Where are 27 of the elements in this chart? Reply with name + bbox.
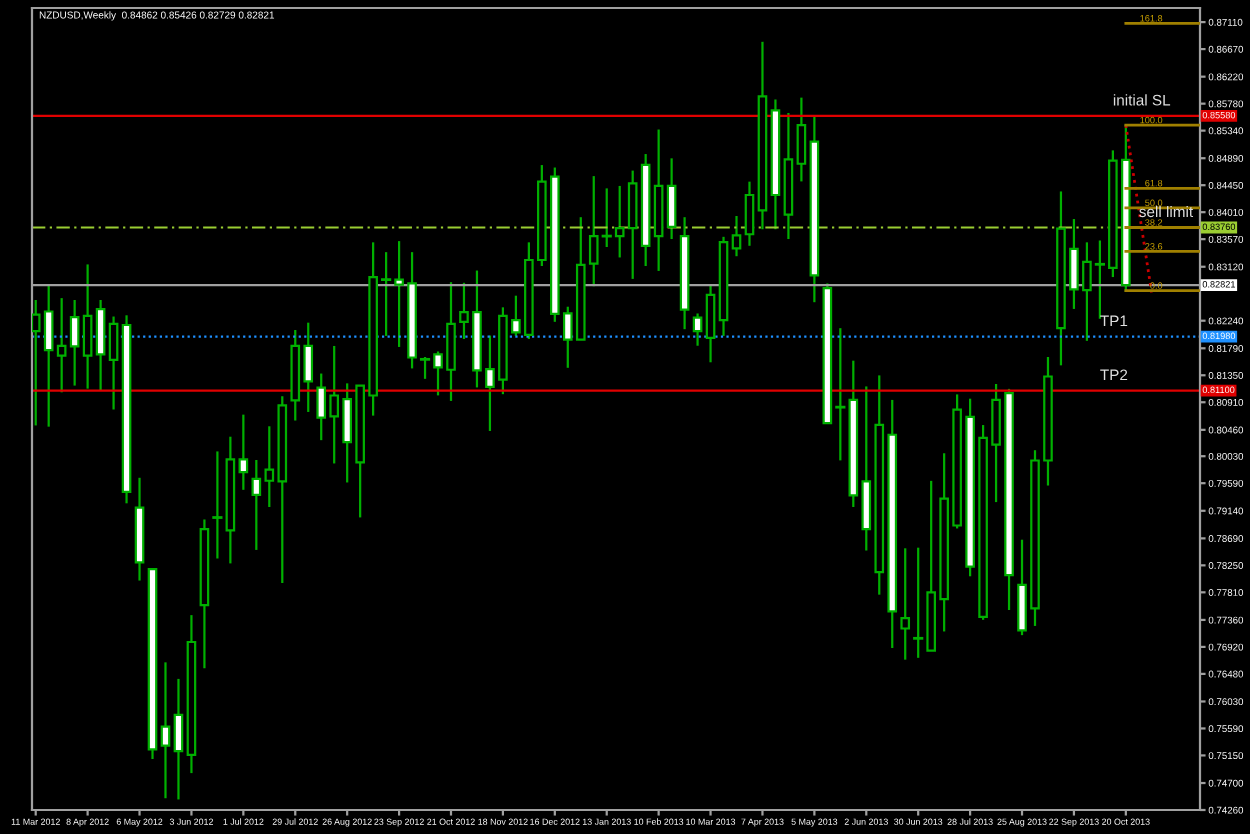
candlestick	[147, 567, 158, 759]
candlestick	[731, 215, 742, 257]
candlestick	[69, 299, 80, 386]
candlestick	[718, 236, 729, 336]
candlestick	[108, 316, 119, 410]
candlestick	[744, 181, 755, 246]
candlestick	[238, 414, 249, 490]
candlestick	[705, 284, 716, 363]
candlestick	[679, 217, 690, 330]
candlestick	[134, 477, 145, 581]
candlestick	[653, 129, 664, 271]
candlestick	[160, 662, 171, 799]
candlestick	[692, 313, 703, 346]
candlestick	[212, 451, 223, 559]
candlestick	[95, 299, 106, 391]
candlestick	[796, 97, 807, 182]
candlestick	[82, 264, 93, 389]
candlestick	[783, 112, 794, 240]
candlestick	[809, 116, 820, 303]
candlestick	[225, 436, 236, 564]
candlestick	[757, 41, 768, 230]
candlestick	[121, 315, 132, 504]
candlestick	[199, 519, 210, 669]
candlestick	[173, 678, 184, 800]
candlestick	[900, 548, 911, 660]
candlestick	[770, 99, 781, 230]
candlestick	[186, 615, 197, 774]
